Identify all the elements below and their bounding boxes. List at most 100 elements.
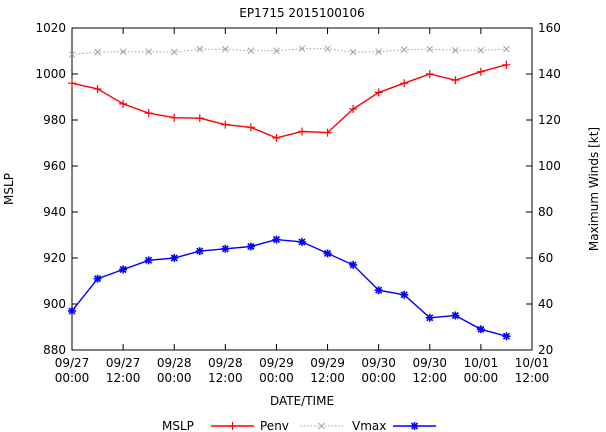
x-tick-label: 10/01 — [515, 356, 550, 370]
data-point — [374, 286, 383, 295]
data-point — [221, 45, 229, 53]
x-tick-label: 12:00 — [106, 371, 141, 385]
data-point — [68, 306, 76, 315]
data-point — [349, 104, 358, 113]
x-tick-label: 09/29 — [310, 356, 345, 370]
x-tick-label: 00:00 — [361, 371, 396, 385]
data-point — [349, 260, 358, 269]
series-line — [71, 48, 507, 55]
x-tick-label: 00:00 — [464, 371, 499, 385]
data-point — [273, 47, 280, 55]
data-point — [502, 332, 511, 341]
data-point — [94, 48, 101, 56]
x-tick-label: 12:00 — [515, 371, 550, 385]
data-point — [93, 274, 102, 283]
data-point — [503, 45, 510, 53]
data-point — [272, 133, 281, 142]
y-axis-label: MSLP — [2, 173, 16, 205]
data-point — [68, 51, 76, 58]
data-point — [68, 79, 76, 88]
y2-axis-label: Maximum Winds [kt] — [587, 127, 601, 251]
y2-tick-label: 80 — [538, 205, 553, 219]
data-point — [477, 46, 485, 54]
data-point — [410, 422, 419, 430]
data-point — [144, 109, 153, 118]
data-point — [476, 67, 485, 76]
x-tick-label: 10/01 — [464, 356, 499, 370]
data-point — [476, 325, 485, 334]
data-point — [323, 249, 332, 258]
y-tick-label: 940 — [43, 205, 66, 219]
data-point — [425, 313, 434, 322]
series-vmax — [68, 235, 511, 341]
data-point — [272, 235, 281, 244]
data-point — [400, 79, 409, 88]
x-tick-label: 12:00 — [310, 371, 345, 385]
data-point — [425, 70, 434, 78]
data-point — [400, 290, 409, 299]
x-axis-label: DATE/TIME — [270, 394, 334, 408]
x-tick-label: 09/27 — [55, 356, 90, 370]
legend-label: Vmax — [352, 419, 386, 432]
series-line — [71, 64, 507, 139]
data-point — [323, 128, 332, 137]
data-point — [195, 114, 204, 123]
data-point — [324, 45, 331, 53]
legend-label: Penv — [260, 419, 289, 432]
data-point — [374, 88, 383, 97]
data-point — [400, 46, 408, 53]
data-point — [246, 123, 255, 132]
series-mslp — [68, 60, 511, 142]
x-tick-label: 09/28 — [157, 356, 192, 370]
y2-tick-label: 120 — [538, 113, 561, 127]
data-point — [221, 120, 230, 129]
data-point — [93, 84, 102, 93]
data-point — [451, 76, 460, 85]
data-point — [298, 45, 306, 53]
y-tick-label: 920 — [43, 251, 66, 265]
data-point — [170, 254, 179, 262]
x-tick-label: 12:00 — [208, 371, 243, 385]
y2-tick-label: 100 — [538, 159, 561, 173]
data-point — [145, 48, 153, 56]
data-point — [228, 422, 237, 430]
data-point — [298, 127, 306, 136]
series-layer — [68, 45, 511, 341]
data-point — [247, 47, 255, 55]
x-tick-label: 09/28 — [208, 356, 243, 370]
legend — [211, 422, 436, 430]
legend-label: MSLP — [162, 419, 194, 432]
data-point — [349, 48, 357, 56]
data-point — [119, 48, 127, 56]
data-point — [144, 256, 153, 265]
data-point — [195, 247, 204, 256]
data-point — [318, 422, 325, 430]
data-point — [451, 311, 460, 320]
text-layer: 09/2700:0009/2712:0009/2800:0009/2812:00… — [2, 6, 601, 432]
y2-tick-label: 20 — [538, 343, 553, 357]
data-point — [196, 45, 204, 53]
y-tick-label: 1020 — [35, 21, 66, 35]
plot-frame — [71, 27, 533, 351]
y-tick-label: 980 — [43, 113, 66, 127]
y2-tick-label: 60 — [538, 251, 553, 265]
x-tick-label: 00:00 — [55, 371, 90, 385]
x-tick-label: 09/30 — [361, 356, 396, 370]
series-line — [71, 238, 507, 337]
data-point — [119, 265, 128, 274]
x-tick-label: 09/30 — [412, 356, 447, 370]
data-point — [221, 244, 230, 253]
data-point — [375, 48, 383, 56]
plot-border — [71, 27, 533, 351]
y2-tick-label: 160 — [538, 21, 561, 35]
y-tick-label: 880 — [43, 343, 66, 357]
data-point — [246, 242, 255, 251]
data-point — [119, 99, 128, 108]
y-tick-label: 900 — [43, 297, 66, 311]
data-point — [170, 113, 179, 122]
y2-tick-label: 140 — [538, 67, 561, 81]
x-tick-label: 00:00 — [259, 371, 294, 385]
x-tick-label: 00:00 — [157, 371, 192, 385]
y-tick-label: 960 — [43, 159, 66, 173]
